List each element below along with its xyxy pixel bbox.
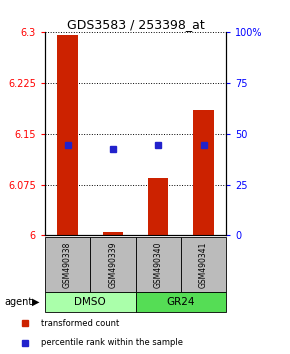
Text: GSM490339: GSM490339 [108,241,117,288]
Bar [90,237,135,292]
Bar [45,237,90,292]
Text: percentile rank within the sample: percentile rank within the sample [41,338,183,347]
Text: GSM490341: GSM490341 [199,241,208,288]
Text: GSM490340: GSM490340 [154,241,163,288]
Text: transformed count: transformed count [41,319,119,328]
Title: GDS3583 / 253398_at: GDS3583 / 253398_at [67,18,204,31]
Bar [103,232,123,235]
Text: GSM490338: GSM490338 [63,241,72,288]
Bar [181,237,226,292]
Text: ▶: ▶ [32,297,39,307]
Bar [148,178,168,235]
Bar [193,110,214,235]
Text: DMSO: DMSO [75,297,106,307]
Bar [45,292,135,312]
Text: agent: agent [4,297,32,307]
Bar [57,35,78,235]
Text: GR24: GR24 [167,297,195,307]
Bar [135,237,181,292]
Bar [135,292,226,312]
